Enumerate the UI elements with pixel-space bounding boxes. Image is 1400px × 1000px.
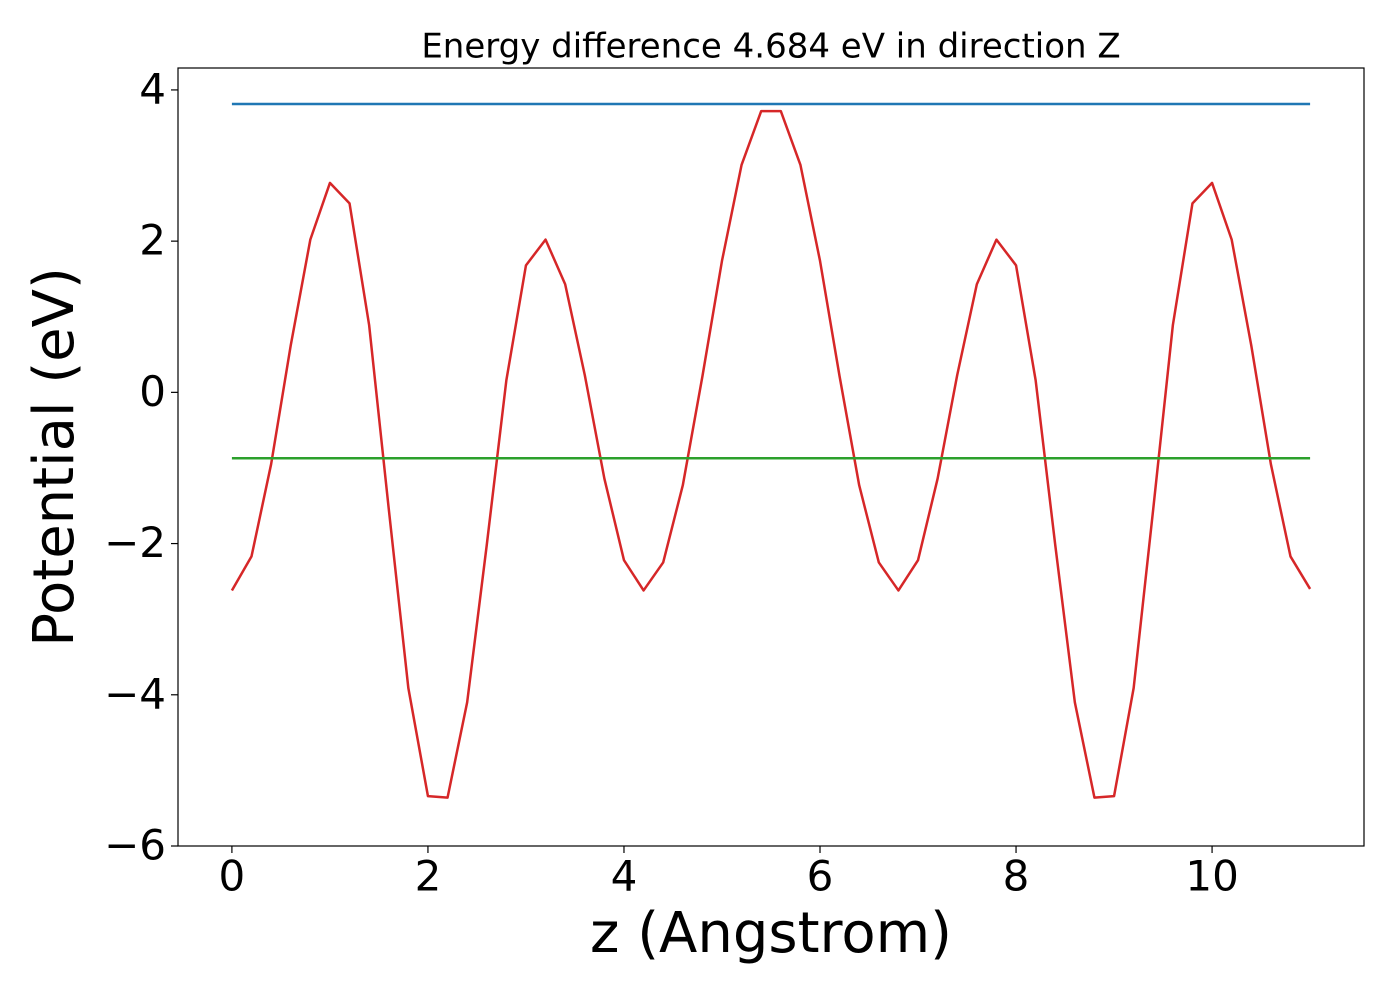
y-tick-label: −2 — [104, 518, 166, 567]
x-tick-label: 10 — [1185, 852, 1238, 901]
x-axis-label: z (Angstrom) — [590, 901, 952, 966]
x-tick-label: 6 — [807, 852, 834, 901]
x-tick-label: 2 — [415, 852, 442, 901]
y-tick-label: 0 — [139, 367, 166, 416]
x-tick-label: 4 — [611, 852, 638, 901]
line — [230, 109, 1312, 799]
y-tick-label: −4 — [104, 669, 166, 718]
y-tick-label: −6 — [104, 821, 166, 870]
x-tick-label: 8 — [1003, 852, 1030, 901]
plot-frame — [177, 67, 1365, 847]
y-tick-label: 4 — [139, 64, 166, 113]
chart-title: Energy difference 4.684 eV in direction … — [421, 27, 1120, 67]
x-tick-label: 0 — [219, 852, 246, 901]
y-tick-label: 2 — [139, 216, 166, 265]
y-axis-label: Potential (eV) — [22, 267, 87, 647]
